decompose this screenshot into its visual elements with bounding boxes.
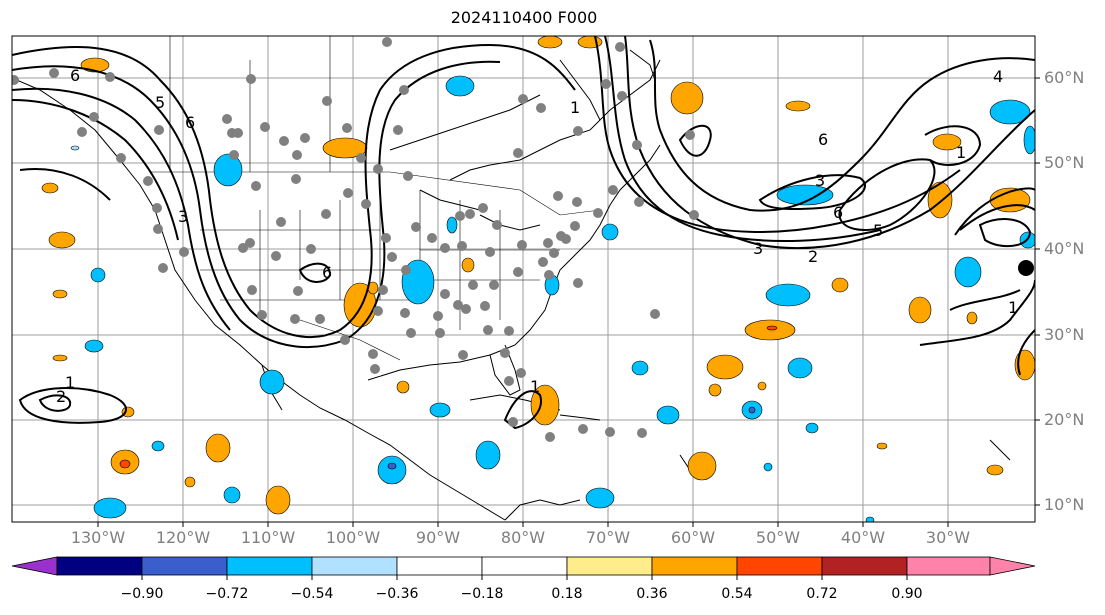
colorbar-segment xyxy=(11,556,58,576)
lon-label: 100°W xyxy=(325,528,381,547)
contour-labels: 6 5 6 3 1 6 1 4 6 3 6 5 3 2 1 1 2 1 xyxy=(56,66,1018,406)
colorbar-segment xyxy=(226,556,313,576)
contour-label: 6 xyxy=(818,130,828,149)
colorbar-tick-label: −0.90 xyxy=(120,586,164,602)
colorbar-segment xyxy=(56,556,143,576)
lat-label: 60°N xyxy=(1044,68,1085,87)
colorbar-ticks xyxy=(141,575,908,580)
contour-label: 6 xyxy=(833,203,843,222)
colorbar-segment xyxy=(141,556,228,576)
colorbar-tick-label: 0.18 xyxy=(551,586,583,602)
lon-label: 120°W xyxy=(155,528,211,547)
colorbar-segment xyxy=(566,556,653,576)
colorbar-tick-label: −0.18 xyxy=(460,586,504,602)
lat-label: 30°N xyxy=(1044,325,1085,344)
colorbar-tick-label: 0.72 xyxy=(806,586,838,602)
lon-label: 130°W xyxy=(70,528,126,547)
lat-label: 40°N xyxy=(1044,239,1085,258)
colorbar-tick-label: 0.36 xyxy=(636,586,668,602)
map-title: 2024110400 F000 xyxy=(450,8,598,27)
contour-label: 5 xyxy=(873,221,883,240)
contour-lines xyxy=(12,36,1035,430)
contour-label: 4 xyxy=(993,67,1003,86)
colorbar-tick-label: −0.36 xyxy=(375,586,419,602)
colorbar-segment xyxy=(311,556,398,576)
colorbar-tick-label: −0.54 xyxy=(290,586,334,602)
lat-label: 20°N xyxy=(1044,410,1085,429)
contour-label: 1 xyxy=(1008,298,1018,317)
contour-label: 5 xyxy=(155,93,165,112)
lon-label: 60°W xyxy=(670,528,716,547)
contour-label: 3 xyxy=(815,171,825,190)
colorbar-segment xyxy=(989,556,1036,576)
colorbar-tick-label: −0.72 xyxy=(205,586,249,602)
lon-label: 40°W xyxy=(840,528,886,547)
station-dots xyxy=(12,37,699,442)
colorbar-tick-label: 0.54 xyxy=(721,586,753,602)
lon-label: 70°W xyxy=(585,528,631,547)
colorbar-segment xyxy=(481,556,568,576)
colorbar-segment xyxy=(651,556,738,576)
colorbar-tick-label: 0.90 xyxy=(891,586,923,602)
lon-label: 110°W xyxy=(240,528,296,547)
colorbar-segment xyxy=(906,556,991,576)
colorbar-segment xyxy=(736,556,823,576)
colorbar-segment xyxy=(396,556,483,576)
contour-label: 6 xyxy=(185,113,195,132)
marker-dot xyxy=(1018,260,1034,276)
contour-label: 1 xyxy=(956,143,966,162)
contour-label: 1 xyxy=(530,377,540,396)
contour-label: 2 xyxy=(808,247,818,266)
contour-label: 1 xyxy=(65,373,75,392)
contour-label: 3 xyxy=(178,207,188,226)
colorbar xyxy=(11,556,1036,576)
lat-label: 50°N xyxy=(1044,153,1085,172)
lon-label: 80°W xyxy=(500,528,546,547)
political-borders xyxy=(150,36,601,361)
lon-label: 90°W xyxy=(415,528,461,547)
lon-ticks xyxy=(97,522,949,527)
negative-shading xyxy=(70,75,1035,522)
lon-label: 30°W xyxy=(925,528,971,547)
positive-shading xyxy=(41,36,1035,515)
contour-label: 6 xyxy=(70,66,80,85)
contour-label: 6 xyxy=(322,263,332,282)
contour-label: 2 xyxy=(56,387,66,406)
colorbar-segment xyxy=(821,556,908,576)
lat-label: 10°N xyxy=(1044,495,1085,514)
lon-label: 50°W xyxy=(755,528,801,547)
lat-ticks xyxy=(1035,77,1040,506)
contour-label: 3 xyxy=(753,239,763,258)
contour-label: 1 xyxy=(570,98,580,117)
